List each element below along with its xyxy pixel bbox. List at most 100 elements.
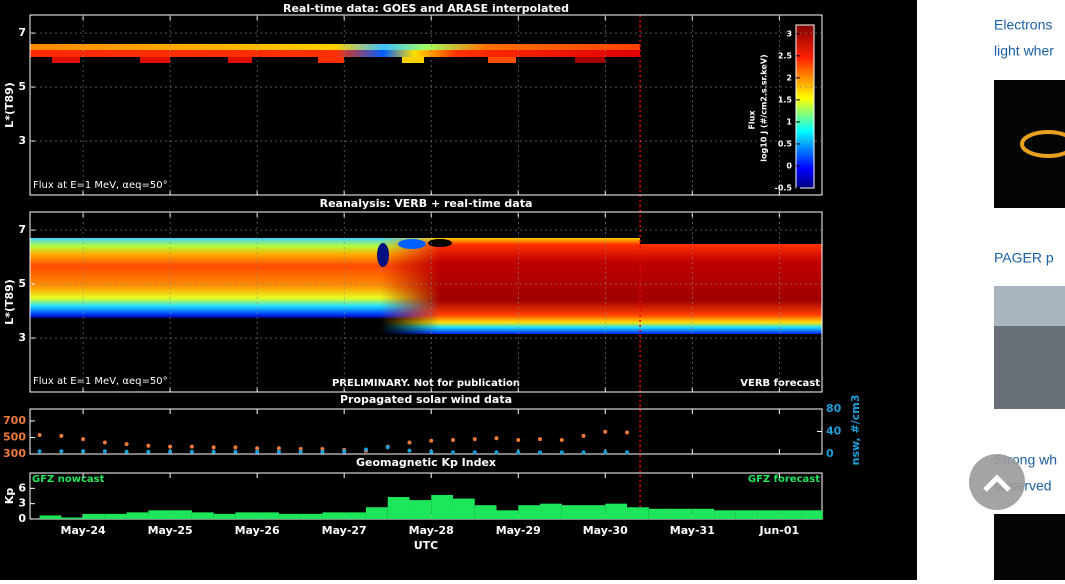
article-image[interactable]: [994, 80, 1065, 208]
kp-bar: [105, 514, 127, 519]
kp-bar: [627, 507, 649, 519]
kp-bar: [475, 505, 497, 519]
kp-bar: [170, 510, 192, 519]
article-image-art: [994, 286, 1065, 326]
x-tick-label: May-29: [496, 524, 541, 537]
data-point: [603, 430, 607, 434]
kp-bar: [388, 497, 410, 519]
y-tick-label: 7: [18, 223, 26, 236]
annotation: PRELIMINARY. Not for publication: [332, 378, 520, 389]
article-link[interactable]: PAGER p: [994, 250, 1054, 266]
panel-title: Reanalysis: VERB + real-time data: [320, 197, 533, 210]
kp-bar: [496, 510, 518, 519]
article-image[interactable]: [994, 514, 1065, 580]
panel-title: Propagated solar wind data: [340, 393, 512, 406]
y-axis-label: L*(T89): [3, 279, 16, 325]
article-link[interactable]: Electrons: [994, 17, 1052, 33]
kp-bar: [692, 509, 714, 519]
y-tick-label: 3: [18, 331, 26, 344]
kp-bar: [801, 510, 823, 519]
kp-bar: [736, 510, 758, 519]
colorbar-tick-label: 1.5: [778, 95, 793, 104]
data-point: [386, 445, 390, 449]
data-point: [168, 445, 172, 449]
kp-bar: [192, 512, 214, 519]
y-tick-label: 700: [3, 414, 26, 427]
data-point: [625, 431, 629, 435]
kp-bar: [127, 512, 149, 519]
data-point: [38, 433, 42, 437]
data-point: [582, 434, 586, 438]
colorbar-tick-label: 2: [786, 73, 792, 82]
data-point: [494, 436, 498, 440]
page: Real-time data: GOES and ARASE interpola…: [0, 0, 1065, 580]
kp-bar: [279, 514, 301, 519]
y-tick-label: 500: [3, 430, 26, 443]
y2-tick-label: 0: [826, 447, 834, 460]
kp-bar: [214, 514, 236, 519]
kp-bar: [40, 515, 62, 519]
annotation: GFZ nowcast: [32, 474, 105, 485]
data-point: [212, 450, 216, 454]
colorbar: [796, 25, 814, 188]
y-axis-label: L*(T89): [3, 82, 16, 128]
x-axis-label: UTC: [414, 539, 439, 552]
data-point: [299, 450, 303, 454]
colorbar-label: log10 J (#/cm2.s.sr.keV): [760, 54, 769, 161]
colorbar-tick-label: 0: [786, 161, 792, 170]
kp-bar: [714, 510, 736, 519]
y-tick-label: 5: [18, 277, 26, 290]
article-link[interactable]: light wher: [994, 43, 1054, 59]
y2-tick-label: 40: [826, 425, 842, 438]
kp-bar: [584, 505, 606, 519]
data-point: [277, 446, 281, 450]
data-point: [125, 442, 129, 446]
scroll-top-button[interactable]: [969, 454, 1025, 510]
kp-bar: [409, 500, 431, 519]
data-point: [538, 437, 542, 441]
colorbar-tick-label: -0.5: [775, 184, 793, 193]
kp-bar: [257, 512, 279, 519]
annotation: VERB forecast: [740, 378, 820, 389]
data-point: [342, 449, 346, 453]
annotation: Flux at E=1 MeV, αeq=50°: [33, 180, 168, 191]
kp-bar: [83, 514, 105, 519]
data-point: [451, 450, 455, 454]
data-point: [320, 450, 324, 454]
data-point: [603, 450, 607, 454]
kp-bar: [148, 510, 170, 519]
kp-bar: [562, 505, 584, 519]
annotation: GFZ forecast: [748, 474, 820, 485]
y-tick-label: 6: [18, 481, 26, 494]
kp-bar: [344, 512, 366, 519]
kp-bar: [518, 505, 540, 519]
data-point: [168, 450, 172, 454]
kp-bar: [605, 504, 627, 519]
panel-title: Geomagnetic Kp Index: [356, 456, 496, 469]
kp-bar: [649, 509, 671, 519]
data-point: [516, 438, 520, 442]
data-point: [125, 450, 129, 454]
data-point: [473, 450, 477, 454]
colorbar-tick-label: 1: [786, 117, 792, 126]
data-point: [560, 438, 564, 442]
y2-axis-label: nsw, #/cm3: [849, 395, 862, 466]
data-point: [364, 448, 368, 452]
data-point: [407, 440, 411, 444]
data-point: [146, 444, 150, 448]
data-point: [625, 450, 629, 454]
data-point: [38, 449, 42, 453]
kp-bar: [758, 510, 780, 519]
data-point: [494, 450, 498, 454]
x-tick-label: May-31: [670, 524, 715, 537]
data-point: [59, 434, 63, 438]
data-point: [582, 450, 586, 454]
y2-tick-label: 80: [826, 402, 842, 415]
colorbar-title: Flux: [748, 110, 757, 130]
kp-bar: [301, 514, 323, 519]
data-point: [538, 450, 542, 454]
data-point: [407, 449, 411, 453]
x-tick-label: Jun-01: [759, 524, 800, 537]
data-point: [277, 450, 281, 454]
data-point: [81, 437, 85, 441]
